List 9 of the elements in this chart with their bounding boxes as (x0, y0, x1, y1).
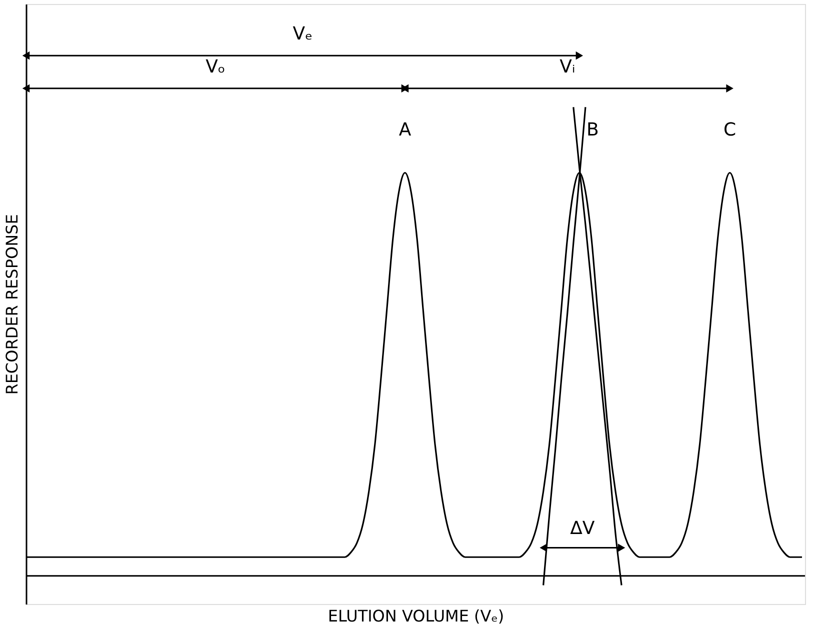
text: Vᵢ (560, 56, 576, 78)
annotation: C (724, 120, 736, 141)
y-axis-title: RECORDER RESPONSE (2, 214, 22, 395)
annotation: ΔV (570, 518, 596, 539)
annotation: A (398, 120, 412, 141)
x-axis-title: ELUTION VOLUME (Vₑ) (328, 606, 504, 626)
annotation: B (586, 120, 599, 141)
text: Vₑ (292, 23, 313, 44)
text: Vₒ (206, 56, 226, 78)
